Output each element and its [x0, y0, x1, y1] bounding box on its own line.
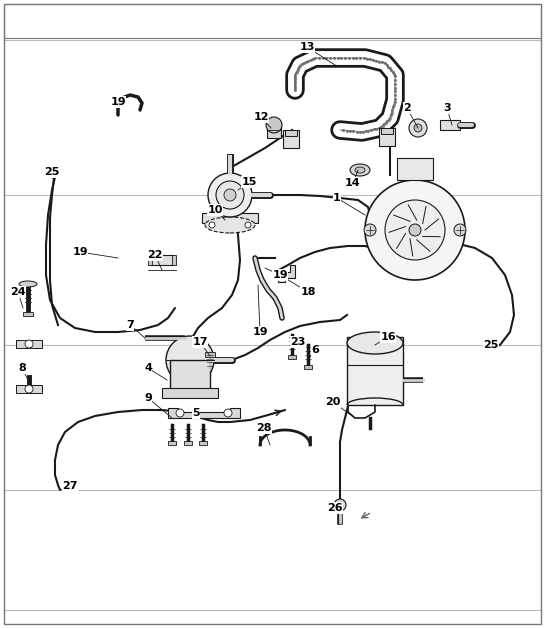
Text: 19: 19: [272, 270, 288, 280]
Text: 3: 3: [443, 103, 451, 113]
Text: 6: 6: [311, 345, 319, 355]
Text: 25: 25: [483, 340, 499, 350]
Circle shape: [409, 224, 421, 236]
Circle shape: [454, 224, 466, 236]
Circle shape: [409, 119, 427, 137]
Text: 9: 9: [144, 393, 152, 403]
Bar: [172, 255, 176, 265]
Bar: [440, 120, 460, 130]
Circle shape: [245, 222, 251, 228]
Text: 17: 17: [192, 337, 208, 347]
Text: 18: 18: [300, 287, 316, 297]
Circle shape: [224, 189, 236, 201]
Bar: [199, 441, 207, 445]
Bar: [16, 340, 42, 348]
Bar: [205, 352, 215, 357]
Bar: [304, 365, 312, 369]
Ellipse shape: [347, 332, 403, 354]
Bar: [381, 128, 393, 134]
Bar: [347, 337, 403, 405]
Bar: [184, 441, 192, 445]
Text: 2: 2: [403, 103, 411, 113]
Bar: [168, 441, 176, 445]
Text: 12: 12: [253, 112, 269, 122]
Text: 1: 1: [333, 193, 341, 203]
Text: 19: 19: [72, 247, 88, 257]
Text: 19: 19: [110, 97, 126, 107]
Text: 20: 20: [325, 397, 341, 407]
Text: 4: 4: [144, 363, 152, 373]
Circle shape: [25, 385, 33, 393]
Bar: [162, 388, 218, 398]
Bar: [267, 124, 281, 138]
Bar: [150, 255, 174, 265]
Text: 16: 16: [380, 332, 396, 342]
Ellipse shape: [355, 167, 365, 173]
Text: 13: 13: [299, 42, 314, 52]
Circle shape: [334, 499, 346, 511]
Circle shape: [208, 173, 252, 217]
Circle shape: [385, 200, 445, 260]
Bar: [4, 4, 541, 38]
Circle shape: [209, 222, 215, 228]
Ellipse shape: [19, 281, 37, 287]
Circle shape: [364, 224, 376, 236]
Bar: [23, 312, 33, 316]
Circle shape: [414, 124, 422, 132]
Text: 26: 26: [327, 503, 343, 513]
Circle shape: [176, 409, 184, 417]
Circle shape: [266, 117, 282, 133]
Bar: [202, 213, 258, 223]
Text: 10: 10: [207, 205, 223, 215]
Bar: [288, 355, 296, 359]
Circle shape: [365, 180, 465, 280]
Circle shape: [224, 409, 232, 417]
Bar: [285, 130, 297, 136]
Bar: [283, 130, 299, 148]
Circle shape: [166, 336, 214, 384]
Circle shape: [25, 340, 33, 348]
Ellipse shape: [205, 217, 255, 233]
Polygon shape: [278, 265, 295, 282]
Polygon shape: [168, 408, 240, 418]
Text: 28: 28: [256, 423, 272, 433]
Bar: [379, 128, 395, 146]
Bar: [170, 360, 210, 390]
Text: 23: 23: [290, 337, 306, 347]
Text: 15: 15: [241, 177, 257, 187]
Text: 5: 5: [192, 408, 200, 418]
Bar: [397, 158, 433, 180]
Text: 19: 19: [252, 327, 268, 337]
Text: 25: 25: [44, 167, 60, 177]
Text: 7: 7: [126, 320, 134, 330]
Text: 27: 27: [62, 481, 78, 491]
Circle shape: [216, 181, 244, 209]
Text: 8: 8: [18, 363, 26, 373]
Text: 14: 14: [345, 178, 361, 188]
Bar: [148, 255, 152, 265]
Bar: [16, 385, 42, 393]
Ellipse shape: [350, 164, 370, 176]
Text: 22: 22: [147, 250, 163, 260]
Text: 24: 24: [10, 287, 26, 297]
